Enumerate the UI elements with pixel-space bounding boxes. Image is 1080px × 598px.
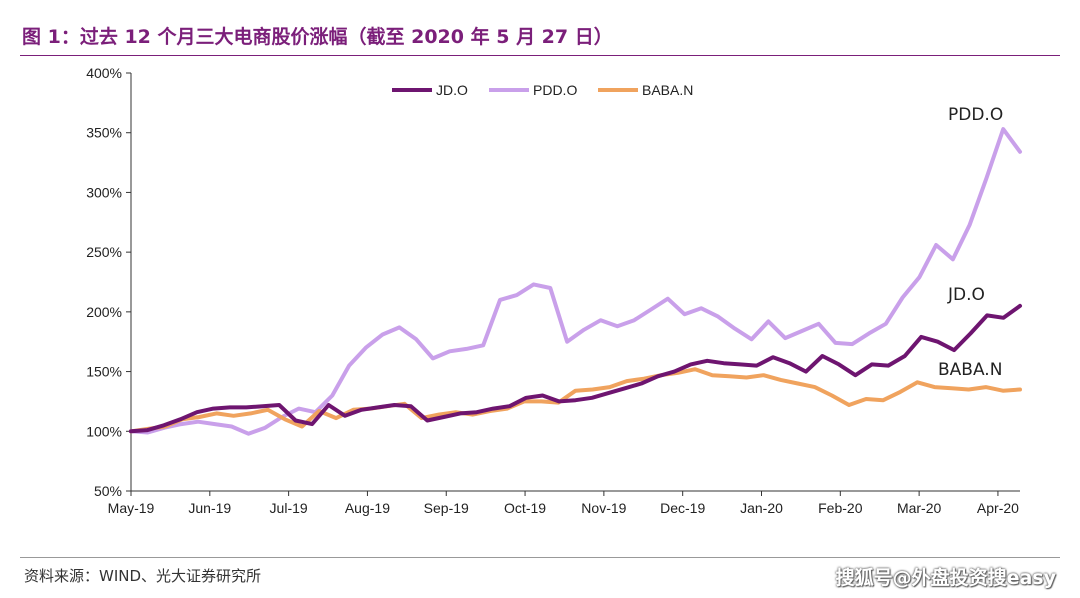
footer-divider bbox=[20, 557, 1060, 558]
annotation-baba-n: BABA.N bbox=[938, 360, 1002, 380]
series-line-pdd-o bbox=[129, 127, 1022, 436]
y-tick-label: 100% bbox=[86, 423, 122, 439]
x-tick-label: Apr-20 bbox=[977, 500, 1019, 516]
y-tick-label: 50% bbox=[94, 483, 122, 499]
chart-legend: JD.O PDD.O BABA.N bbox=[392, 82, 693, 98]
chart-annotations: JD.O PDD.O BABA.N bbox=[938, 105, 1003, 380]
y-tick-label: 250% bbox=[86, 244, 122, 260]
y-tick-label: 300% bbox=[86, 184, 122, 200]
x-tick-label: Mar-20 bbox=[897, 500, 942, 516]
chart-title: 图 1：过去 12 个月三大电商股价涨幅（截至 2020 年 5 月 27 日） bbox=[22, 26, 613, 48]
x-tick-label: Oct-19 bbox=[504, 500, 546, 516]
y-tick-label: 200% bbox=[86, 304, 122, 320]
annotation-pdd-o: PDD.O bbox=[948, 105, 1003, 125]
y-tick-label: 150% bbox=[86, 364, 122, 380]
x-tick-label: Jul-19 bbox=[270, 500, 308, 516]
x-tick-label: Sep-19 bbox=[424, 500, 469, 516]
y-tick-label: 400% bbox=[86, 65, 122, 81]
title-divider bbox=[20, 55, 1060, 56]
x-tick-label: Aug-19 bbox=[345, 500, 390, 516]
y-tick-label: 350% bbox=[86, 125, 122, 141]
x-tick-label: May-19 bbox=[108, 500, 155, 516]
series-line-baba-n bbox=[129, 367, 1022, 434]
x-tick-label: Nov-19 bbox=[581, 500, 626, 516]
source-note: 资料来源：WIND、光大证券研究所 bbox=[24, 567, 262, 585]
annotation-jd-o: JD.O bbox=[947, 285, 985, 305]
chart-series bbox=[129, 127, 1022, 436]
legend-label-baba-n: BABA.N bbox=[642, 82, 693, 98]
series-line-jd-o bbox=[129, 303, 1022, 434]
x-tick-label: Feb-20 bbox=[818, 500, 863, 516]
chart-axes: 50% 100% 150% 200% 250% 300% 350% 400% May-19 Jun… bbox=[86, 65, 1020, 516]
watermark: 搜狐号@外盘投资搜easy bbox=[835, 567, 1056, 589]
x-tick-label: Jun-19 bbox=[188, 500, 231, 516]
legend-label-pdd-o: PDD.O bbox=[533, 82, 577, 98]
x-tick-label: Jan-20 bbox=[740, 500, 783, 516]
legend-label-jd-o: JD.O bbox=[436, 82, 468, 98]
x-tick-label: Dec-19 bbox=[660, 500, 705, 516]
